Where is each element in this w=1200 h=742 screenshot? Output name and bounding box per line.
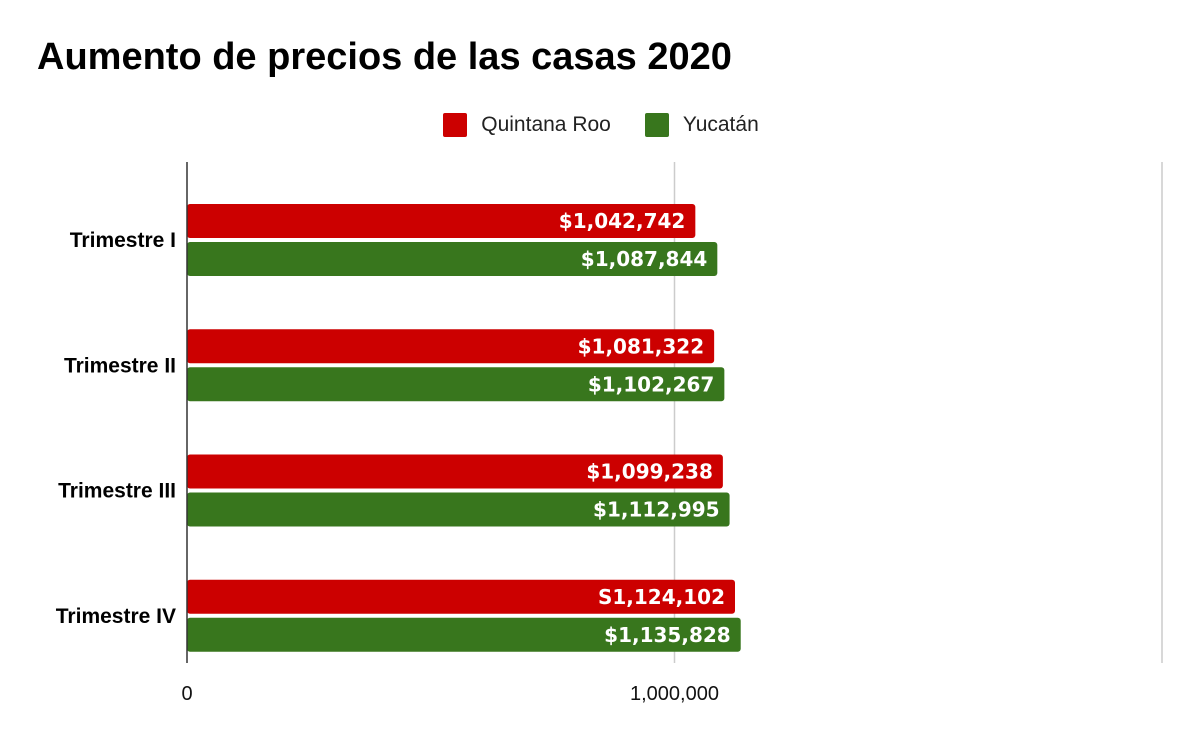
data-label-yucatan-trimestre-i: $1,087,844 (581, 247, 708, 271)
bar-quintana-roo-trimestre-ii (187, 329, 715, 364)
legend-swatch-yucatan (644, 113, 669, 137)
data-label-quintana-roo-trimestre-iii: $1,099,238 (586, 460, 713, 484)
data-label-yucatan-trimestre-iii: $1,112,995 (593, 498, 720, 522)
bar-yucatan-trimestre-ii (187, 367, 725, 402)
legend-label-yucatan: Yucatán (682, 113, 759, 136)
bar-quintana-roo-trimestre-i (187, 204, 696, 238)
data-label-quintana-roo-trimestre-i: $1,042,742 (559, 209, 686, 233)
category-label-trimestre-iii: Trimestre III (58, 480, 176, 503)
x-tick-label-0: 0 (181, 683, 192, 705)
legend-item-quintana-roo: Quintana Roo (443, 113, 611, 137)
x-tick-label-1000000: 1,000,000 (630, 683, 719, 705)
legend-item-yucatan: Yucatán (644, 113, 759, 137)
category-label-trimestre-i: Trimestre I (70, 229, 176, 252)
legend: Quintana Roo Yucatán (0, 110, 1200, 140)
category-label-trimestre-iv: Trimestre IV (56, 605, 176, 628)
chart-title: Aumento de precios de las casas 2020 (37, 36, 732, 78)
data-label-yucatan-trimestre-iv: $1,135,828 (604, 623, 731, 647)
data-label-yucatan-trimestre-ii: $1,102,267 (588, 372, 715, 396)
data-label-quintana-roo-trimestre-ii: $1,081,322 (578, 334, 705, 358)
bar-yucatan-trimestre-i (187, 242, 718, 276)
bar-yucatan-trimestre-iii (187, 492, 730, 527)
bar-quintana-roo-trimestre-iv (187, 579, 735, 614)
category-label-trimestre-ii: Trimestre II (64, 354, 176, 377)
data-label-quintana-roo-trimestre-iv: S1,124,102 (598, 585, 725, 609)
legend-label-quintana-roo: Quintana Roo (481, 113, 611, 136)
bar-yucatan-trimestre-iv (187, 617, 741, 652)
bar-quintana-roo-trimestre-iii (187, 454, 723, 489)
legend-swatch-quintana-roo (443, 113, 468, 137)
